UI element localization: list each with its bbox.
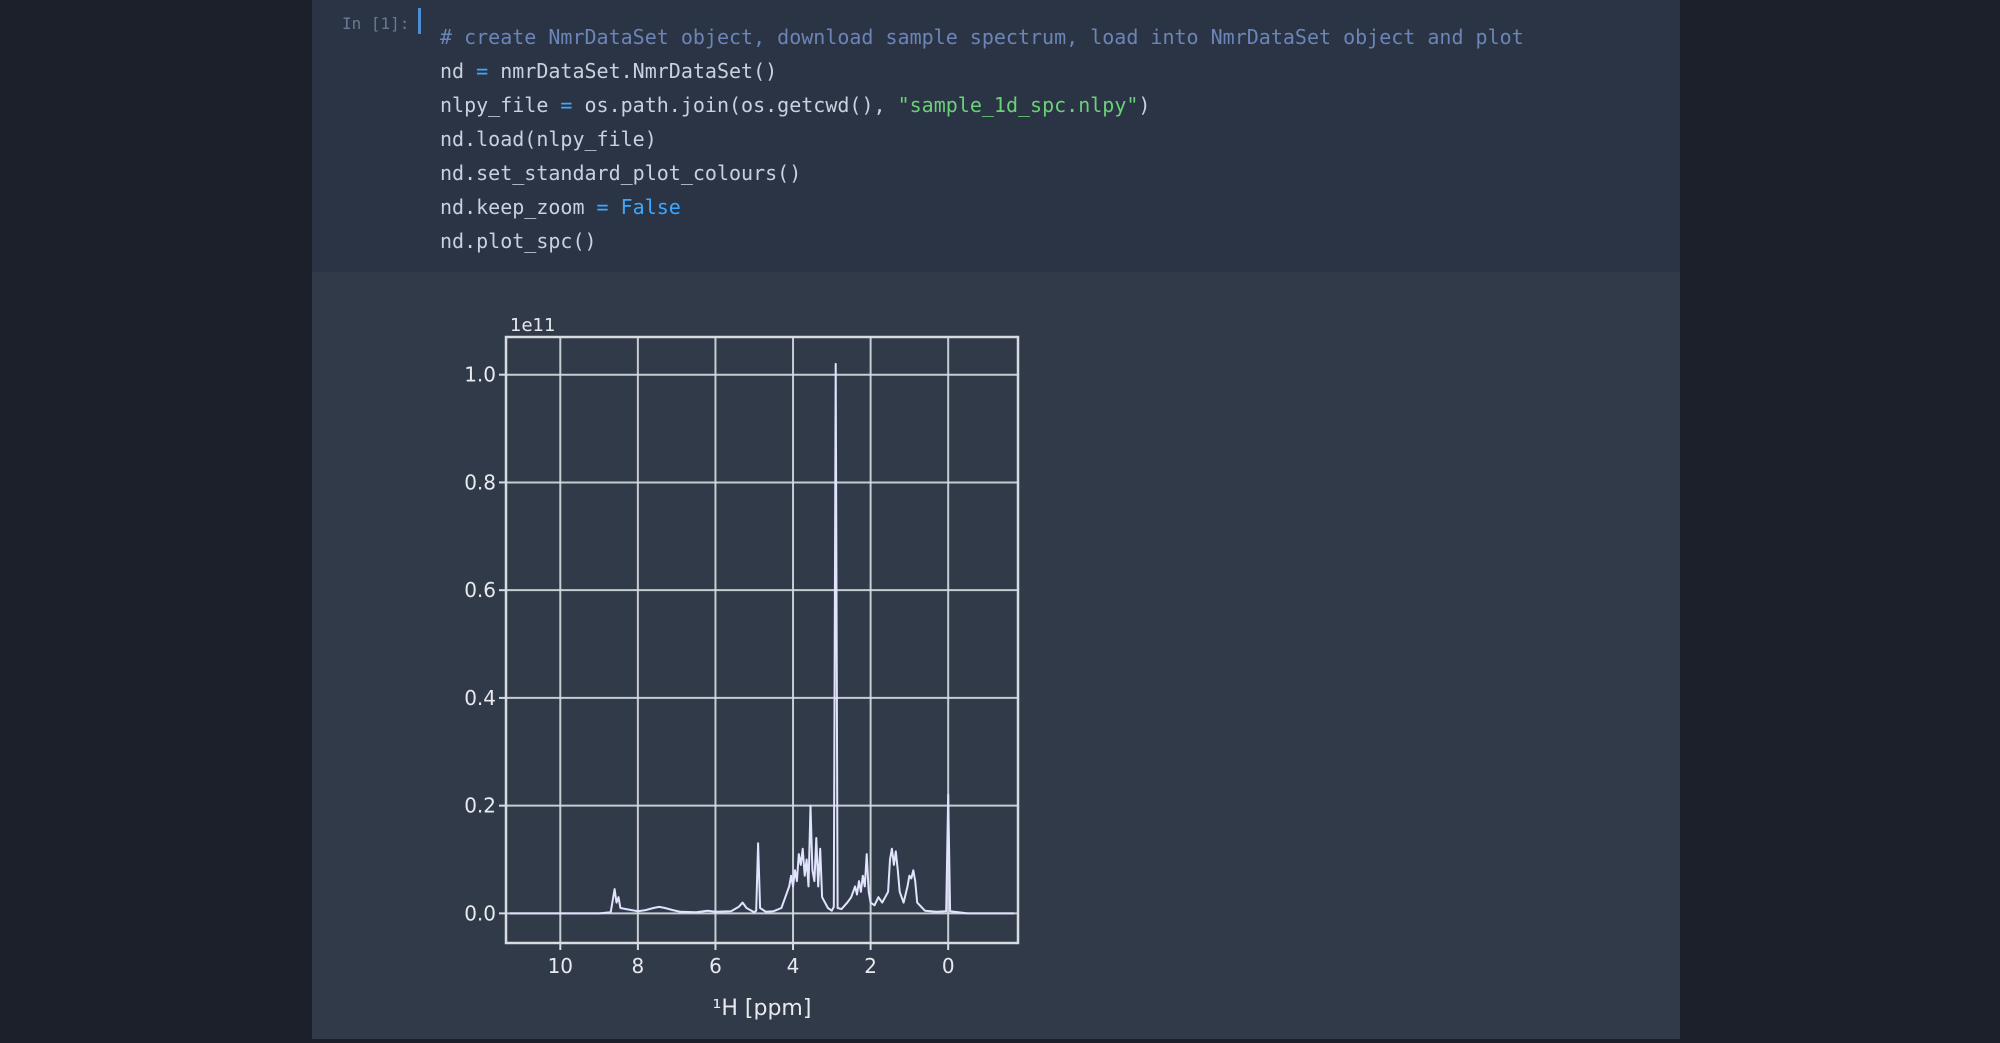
- y-tick-label: 0.8: [464, 470, 496, 494]
- code-editor[interactable]: # create NmrDataSet object, download sam…: [440, 20, 1524, 258]
- y-tick-label: 0.4: [464, 686, 496, 710]
- spectrum-line: [509, 362, 1015, 915]
- code-line: nd.plot_spc(): [440, 224, 1524, 258]
- x-tick-label: 10: [548, 954, 573, 978]
- code-token-kw: False: [608, 195, 681, 219]
- code-token-plain: nd: [440, 59, 477, 83]
- x-tick-label: 4: [787, 954, 800, 978]
- code-token-plain: ): [1138, 93, 1151, 117]
- x-axis-label: ¹H [ppm]: [713, 996, 812, 1021]
- y-scale-offset-label: 1e11: [510, 315, 555, 336]
- code-token-plain: nlpy_file: [440, 93, 561, 117]
- code-token-op: =: [596, 195, 609, 219]
- x-tick-label: 2: [864, 954, 877, 978]
- code-line: nd.load(nlpy_file): [440, 122, 1524, 156]
- code-token-op: =: [560, 93, 573, 117]
- code-line: nd.keep_zoom = False: [440, 190, 1524, 224]
- y-tick-label: 0.0: [464, 901, 496, 925]
- plot-frame: [504, 335, 1020, 945]
- notebook-panel: In [1]: # create NmrDataSet object, down…: [312, 0, 1680, 1039]
- code-token-plain: nmrDataSet.NmrDataSet(): [488, 59, 778, 83]
- y-tick-label: 1.0: [464, 363, 496, 387]
- nmr-spectrum-chart: 10 8 6 4 2 0 0.0 0.2 0.4 0.6 0.8 1.0 1e11 ¹H [ppm]: [464, 315, 1020, 1021]
- right-margin: [1680, 0, 2000, 1039]
- left-margin: [0, 0, 312, 1039]
- code-input-cell[interactable]: In [1]: # create NmrDataSet object, down…: [312, 0, 1680, 272]
- code-token-plain: nd.keep_zoom: [440, 195, 597, 219]
- code-line: nd.set_standard_plot_colours(): [440, 156, 1524, 190]
- y-tick-label: 0.2: [464, 794, 496, 818]
- code-token-comment: # create NmrDataSet object, download sam…: [440, 25, 1524, 49]
- x-tick-label: 6: [709, 954, 722, 978]
- active-cell-indicator: [418, 8, 421, 34]
- code-line: nlpy_file = os.path.join(os.getcwd(), "s…: [440, 88, 1524, 122]
- code-token-plain: os.path.join(os.getcwd(),: [572, 93, 898, 117]
- code-token-str: "sample_1d_spc.nlpy": [897, 93, 1139, 117]
- output-cell: 10 8 6 4 2 0 0.0 0.2 0.4 0.6 0.8 1.0 1e11 ¹H [ppm]: [312, 272, 1680, 1039]
- code-token-plain: nd.load(nlpy_file): [440, 127, 657, 151]
- x-tick-label: 8: [632, 954, 645, 978]
- code-line: nd = nmrDataSet.NmrDataSet(): [440, 54, 1524, 88]
- x-tick-label: 0: [942, 954, 955, 978]
- cell-prompt: In [1]:: [342, 14, 410, 33]
- y-tick-label: 0.6: [464, 578, 496, 602]
- code-token-plain: nd.plot_spc(): [440, 229, 597, 253]
- code-line: # create NmrDataSet object, download sam…: [440, 20, 1524, 54]
- code-token-op: =: [476, 59, 489, 83]
- code-token-plain: nd.set_standard_plot_colours(): [440, 161, 802, 185]
